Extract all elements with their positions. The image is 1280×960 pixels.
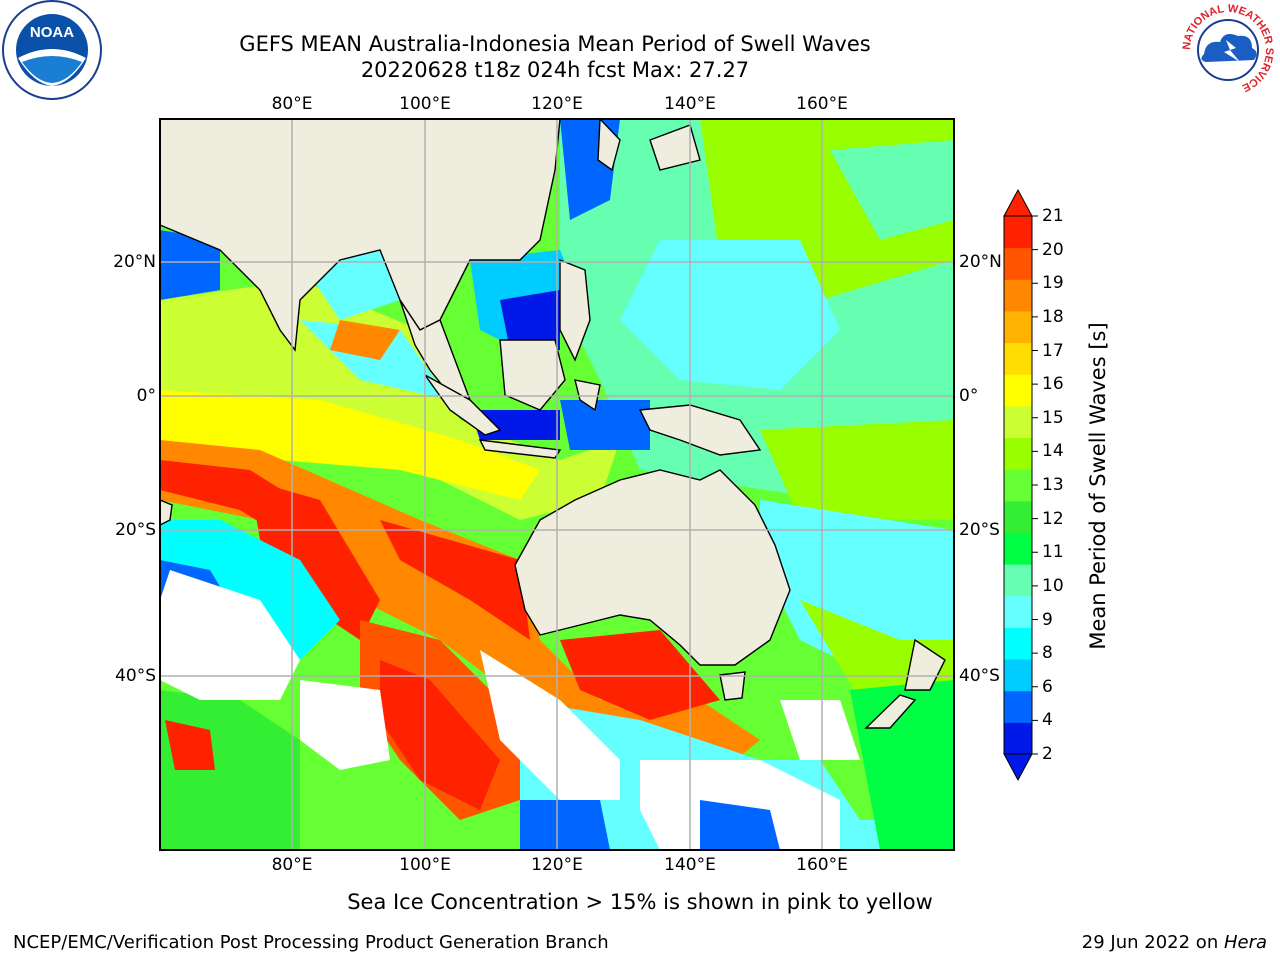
colorbar-tick-label: 12 bbox=[1042, 508, 1064, 529]
lon-tick-top-120: 120°E bbox=[531, 94, 583, 114]
lat-tick-left-20n: 20°N bbox=[113, 252, 156, 272]
nws-logo: NATIONAL WEATHER SERVICE bbox=[1176, 0, 1280, 100]
colorbar-label: Mean Period of Swell Waves [s] bbox=[1086, 322, 1110, 650]
footer-date-text: 29 Jun 2022 on bbox=[1081, 932, 1224, 953]
colorbar-tick-label: 21 bbox=[1042, 206, 1064, 226]
lon-tick-top-100: 100°E bbox=[399, 94, 451, 114]
colorbar-tick-label: 16 bbox=[1042, 374, 1064, 395]
colorbar-tick-label: 2 bbox=[1042, 744, 1053, 764]
colorbar-tick-label: 19 bbox=[1042, 273, 1064, 294]
map-frame bbox=[159, 118, 955, 851]
colorbar-segment bbox=[1004, 405, 1032, 439]
lat-tick-right-40s: 40°S bbox=[959, 666, 1000, 686]
colorbar-segment bbox=[1004, 310, 1032, 344]
colorbar-segment bbox=[1004, 342, 1032, 375]
lon-tick-bottom-100: 100°E bbox=[399, 855, 451, 875]
colorbar-tick-label: 15 bbox=[1042, 407, 1064, 428]
colorbar-tick-label: 11 bbox=[1042, 542, 1064, 563]
colorbar-under-triangle bbox=[1003, 753, 1033, 782]
sea-ice-note: Sea Ice Concentration > 15% is shown in … bbox=[347, 890, 933, 914]
footer-machine: Hera bbox=[1223, 932, 1267, 953]
map-field bbox=[160, 119, 954, 850]
lat-tick-left-20s: 20°S bbox=[115, 520, 156, 540]
colorbar-segment bbox=[1004, 437, 1032, 470]
noaa-text: NOAA bbox=[30, 24, 74, 41]
colorbar-tick-label: 13 bbox=[1042, 475, 1064, 495]
colorbar-tick-label: 20 bbox=[1042, 239, 1064, 260]
colorbar-segment bbox=[1004, 469, 1032, 502]
colorbar-segment bbox=[1004, 659, 1032, 692]
lon-tick-bottom-80: 80°E bbox=[271, 855, 313, 875]
colorbar-tick-label: 8 bbox=[1042, 643, 1053, 664]
colorbar-tick-label: 6 bbox=[1042, 676, 1053, 697]
land-masses bbox=[160, 119, 946, 729]
colorbar-tick-label: 10 bbox=[1042, 575, 1064, 596]
colorbar-tick-label: 18 bbox=[1042, 306, 1064, 327]
colorbar-segment bbox=[1004, 216, 1032, 249]
colorbar-segment bbox=[1004, 279, 1032, 312]
lat-tick-left-40s: 40°S bbox=[115, 666, 156, 686]
lat-tick-left-0: 0° bbox=[136, 386, 156, 406]
colorbar-tick-label: 4 bbox=[1042, 710, 1053, 731]
noaa-logo: NOAA bbox=[0, 0, 104, 104]
footer-date: 29 Jun 2022 on Hera bbox=[1082, 932, 1267, 953]
lat-tick-right-20s: 20°S bbox=[959, 520, 1000, 540]
map-gridlines bbox=[160, 119, 954, 850]
plot-title-line2: 20220628 t18z 024h fcst Max: 27.27 bbox=[360, 58, 750, 82]
colorbar-segment bbox=[1004, 247, 1032, 280]
lon-tick-bottom-160: 160°E bbox=[796, 855, 848, 875]
colorbar-tick-label: 14 bbox=[1042, 441, 1064, 462]
colorbar-segment bbox=[1004, 564, 1032, 597]
colorbar-over-triangle bbox=[1003, 188, 1033, 217]
lon-tick-bottom-140: 140°E bbox=[664, 855, 716, 875]
colorbar-segment bbox=[1004, 532, 1032, 565]
colorbar-segment bbox=[1004, 627, 1032, 660]
colorbar-tick-label: 17 bbox=[1042, 340, 1064, 361]
colorbar-segment bbox=[1004, 374, 1032, 407]
colorbar-segment bbox=[1004, 690, 1032, 723]
lon-tick-top-140: 140°E bbox=[664, 94, 716, 114]
colorbar bbox=[1003, 188, 1038, 782]
colorbar-tick-label: 9 bbox=[1042, 609, 1053, 630]
lon-tick-top-80: 80°E bbox=[271, 94, 313, 114]
lat-tick-right-0: 0° bbox=[959, 386, 979, 406]
footer-credit: NCEP/EMC/Verification Post Processing Pr… bbox=[13, 932, 609, 953]
lat-tick-right-20n: 20°N bbox=[959, 252, 1002, 272]
colorbar-segment bbox=[1004, 500, 1032, 533]
colorbar-segment bbox=[1004, 595, 1032, 628]
lon-tick-bottom-120: 120°E bbox=[531, 855, 583, 875]
colorbar-segment bbox=[1004, 722, 1032, 755]
lon-tick-top-160: 160°E bbox=[796, 94, 848, 114]
plot-title-line1: GEFS MEAN Australia-Indonesia Mean Perio… bbox=[239, 32, 871, 56]
